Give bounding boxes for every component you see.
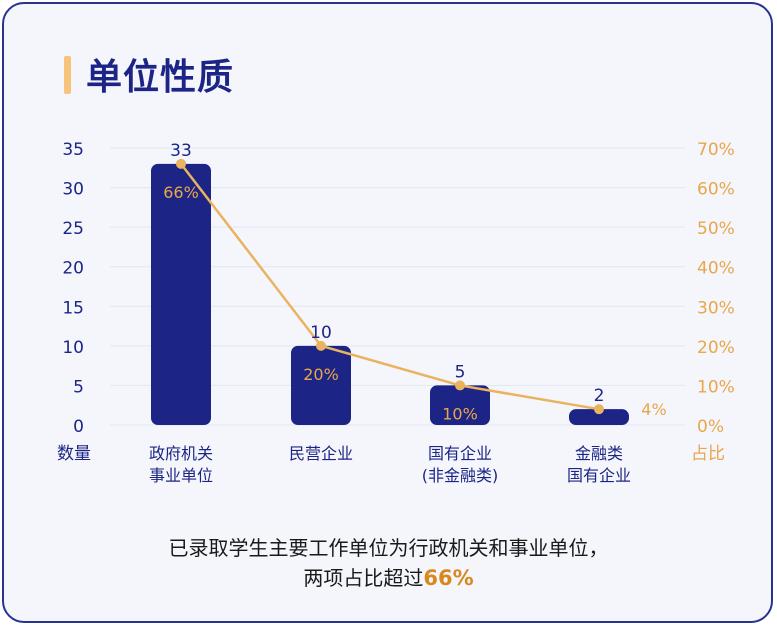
- bar: [291, 345, 351, 425]
- caption-line-2-prefix: 两项占比超过: [303, 566, 424, 590]
- data-labels: 33 10 5 2 66% 20% 10% 4%: [163, 141, 666, 424]
- left-tick-label: 15: [62, 298, 84, 318]
- caption-highlight-value: 66%: [423, 566, 474, 590]
- percent-label: 66%: [163, 183, 199, 202]
- percent-point: [316, 340, 326, 351]
- caption-line-1: 已录取学生主要工作单位为行政机关和事业单位，: [168, 536, 609, 560]
- category-label: 国有企业: [567, 466, 631, 485]
- right-tick-label: 60%: [697, 180, 735, 200]
- bars: [151, 163, 629, 426]
- caption-line-2: 两项占比超过66%: [0, 563, 777, 593]
- left-tick-label: 35: [62, 140, 84, 160]
- left-tick-label: 5: [73, 377, 84, 397]
- right-tick-label: 20%: [697, 338, 735, 358]
- left-tick-label: 30: [62, 180, 84, 200]
- category-label: 金融类: [575, 444, 623, 463]
- bar: [569, 409, 629, 425]
- right-axis-label: 占比: [691, 444, 725, 464]
- left-tick-label: 25: [62, 219, 84, 239]
- left-axis: 0 5 10 15 20 25 30 35 数量: [57, 140, 91, 464]
- title-accent-bar: [64, 56, 71, 94]
- chart-title: 单位性质: [86, 57, 235, 98]
- percent-point: [455, 380, 465, 391]
- left-tick-label: 20: [62, 259, 84, 279]
- right-tick-label: 10%: [697, 377, 735, 397]
- bar: [151, 163, 211, 426]
- bar: [430, 385, 490, 425]
- category-label: 事业单位: [149, 466, 213, 485]
- category-label: 民营企业: [289, 444, 353, 463]
- percent-line-path: [180, 163, 600, 411]
- chart-caption: 已录取学生主要工作单位为行政机关和事业单位， 两项占比超过66%: [0, 533, 777, 593]
- percent-label: 4%: [641, 400, 666, 419]
- right-tick-label: 30%: [697, 298, 735, 318]
- right-axis: 0% 10% 20% 30% 40% 50% 60% 70% 占比: [691, 140, 735, 464]
- count-label: 2: [594, 386, 605, 406]
- right-tick-label: 70%: [697, 140, 735, 160]
- percent-point: [594, 404, 604, 415]
- left-tick-label: 0: [73, 417, 84, 437]
- right-tick-label: 40%: [697, 259, 735, 279]
- category-label: (非金融类): [422, 466, 499, 485]
- count-label: 10: [310, 323, 332, 343]
- left-axis-label: 数量: [57, 444, 91, 464]
- count-label: 33: [170, 141, 192, 161]
- category-label: 政府机关: [149, 444, 213, 463]
- right-tick-label: 50%: [697, 219, 735, 239]
- percent-point: [176, 158, 186, 169]
- right-tick-label: 0%: [697, 417, 724, 437]
- percent-label: 20%: [303, 365, 339, 384]
- count-label: 5: [455, 362, 466, 382]
- percent-line: [176, 158, 604, 415]
- percent-label: 10%: [442, 404, 478, 423]
- category-label: 国有企业: [428, 444, 492, 463]
- left-tick-label: 10: [62, 338, 84, 358]
